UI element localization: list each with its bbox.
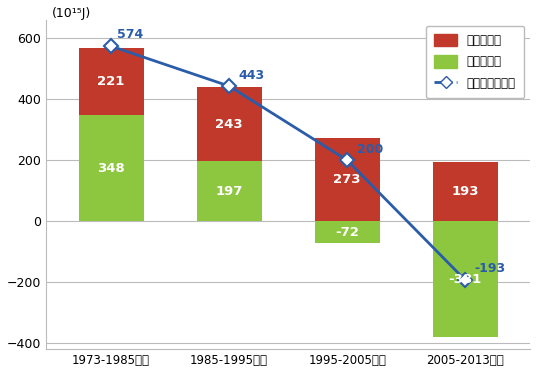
Text: 243: 243 bbox=[215, 117, 243, 131]
Text: -72: -72 bbox=[335, 226, 359, 239]
Bar bbox=[315, 138, 380, 221]
Text: 443: 443 bbox=[238, 68, 265, 82]
Bar bbox=[78, 115, 143, 221]
Bar bbox=[315, 221, 380, 243]
Bar bbox=[197, 87, 262, 161]
Bar bbox=[433, 162, 498, 221]
Bar bbox=[433, 221, 498, 337]
Legend: 世帯数要因, 原単位要因, エネルギー増減: 世帯数要因, 原単位要因, エネルギー増減 bbox=[425, 26, 524, 98]
Text: 348: 348 bbox=[97, 162, 125, 175]
Text: -381: -381 bbox=[448, 273, 482, 286]
Text: 193: 193 bbox=[452, 185, 479, 198]
Text: 221: 221 bbox=[97, 75, 125, 88]
Text: 197: 197 bbox=[215, 185, 243, 197]
Text: -193: -193 bbox=[475, 263, 506, 275]
Bar bbox=[78, 48, 143, 115]
Text: 200: 200 bbox=[357, 142, 383, 156]
Text: (10¹⁵J): (10¹⁵J) bbox=[52, 7, 91, 20]
Text: 273: 273 bbox=[333, 173, 361, 186]
Bar bbox=[197, 161, 262, 221]
Text: 574: 574 bbox=[117, 28, 143, 41]
